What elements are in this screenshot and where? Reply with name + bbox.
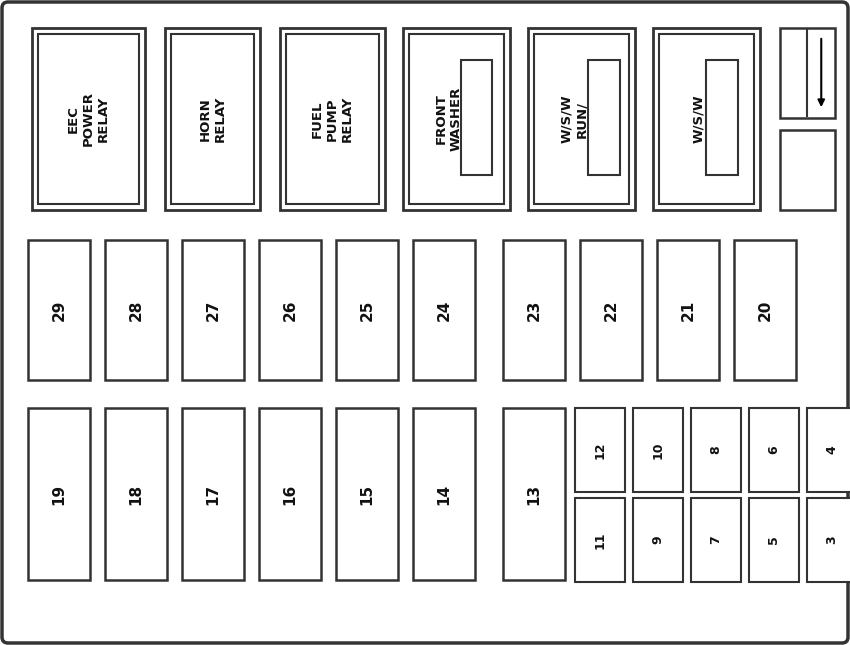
Text: 20: 20	[757, 299, 773, 321]
Text: EEC
POWER
RELAY: EEC POWER RELAY	[67, 92, 110, 146]
Text: 14: 14	[437, 484, 451, 504]
Text: 11: 11	[593, 531, 607, 549]
Text: 16: 16	[282, 483, 297, 504]
Text: 7: 7	[710, 535, 722, 544]
Text: 27: 27	[206, 299, 220, 321]
Text: HORN
RELAY: HORN RELAY	[199, 96, 226, 142]
Bar	[706, 60, 738, 175]
Text: 18: 18	[128, 484, 144, 504]
Text: 21: 21	[681, 299, 695, 321]
Text: 15: 15	[360, 484, 375, 504]
Bar	[691, 408, 741, 492]
Bar	[633, 498, 683, 582]
Bar	[182, 408, 244, 580]
Bar	[503, 408, 565, 580]
Bar	[528, 28, 635, 210]
Bar	[259, 408, 321, 580]
Bar	[734, 240, 796, 380]
Text: 29: 29	[52, 299, 66, 321]
Bar	[182, 240, 244, 380]
Bar	[691, 498, 741, 582]
Text: 9: 9	[651, 536, 665, 544]
Text: 12: 12	[593, 441, 607, 459]
Text: 28: 28	[128, 299, 144, 321]
Text: 3: 3	[825, 536, 838, 544]
Bar	[32, 28, 145, 210]
Text: 17: 17	[206, 484, 220, 504]
Text: 26: 26	[282, 299, 297, 321]
Text: 6: 6	[768, 446, 780, 454]
Bar	[28, 240, 90, 380]
Bar	[336, 240, 398, 380]
Bar	[588, 60, 620, 175]
Bar	[659, 34, 754, 204]
Bar	[657, 240, 719, 380]
Text: FRONT
WASHER
PUMP: FRONT WASHER PUMP	[435, 87, 478, 151]
Bar	[286, 34, 379, 204]
Bar	[28, 408, 90, 580]
Text: 4: 4	[825, 446, 838, 454]
Bar	[575, 498, 625, 582]
Text: 10: 10	[651, 441, 665, 459]
Bar	[165, 28, 260, 210]
Text: 22: 22	[604, 299, 619, 321]
Text: 25: 25	[360, 299, 375, 321]
Text: W/S/W
HI/LO: W/S/W HI/LO	[693, 95, 721, 143]
Text: 5: 5	[768, 535, 780, 544]
Bar	[580, 240, 642, 380]
Bar	[336, 408, 398, 580]
Bar	[409, 34, 504, 204]
Bar	[780, 130, 835, 210]
Text: 19: 19	[52, 484, 66, 504]
Bar	[633, 408, 683, 492]
Text: 8: 8	[710, 446, 722, 454]
Text: 23: 23	[526, 299, 541, 321]
Bar	[413, 408, 475, 580]
Text: FUEL
PUMP
RELAY: FUEL PUMP RELAY	[311, 96, 354, 142]
Bar	[653, 28, 760, 210]
Bar	[780, 28, 835, 118]
Bar	[105, 240, 167, 380]
Text: W/S/W
RUN/
PARK: W/S/W RUN/ PARK	[560, 95, 603, 143]
Text: 24: 24	[437, 299, 451, 321]
Bar	[259, 240, 321, 380]
Bar	[503, 240, 565, 380]
Bar	[461, 60, 492, 175]
Bar	[105, 408, 167, 580]
Bar	[534, 34, 629, 204]
Bar	[575, 408, 625, 492]
Bar	[807, 498, 850, 582]
Bar	[749, 498, 799, 582]
Bar	[280, 28, 385, 210]
Bar	[403, 28, 510, 210]
Bar	[807, 408, 850, 492]
Text: 13: 13	[526, 484, 541, 504]
Bar	[413, 240, 475, 380]
Bar	[38, 34, 139, 204]
Bar	[749, 408, 799, 492]
Bar	[171, 34, 254, 204]
